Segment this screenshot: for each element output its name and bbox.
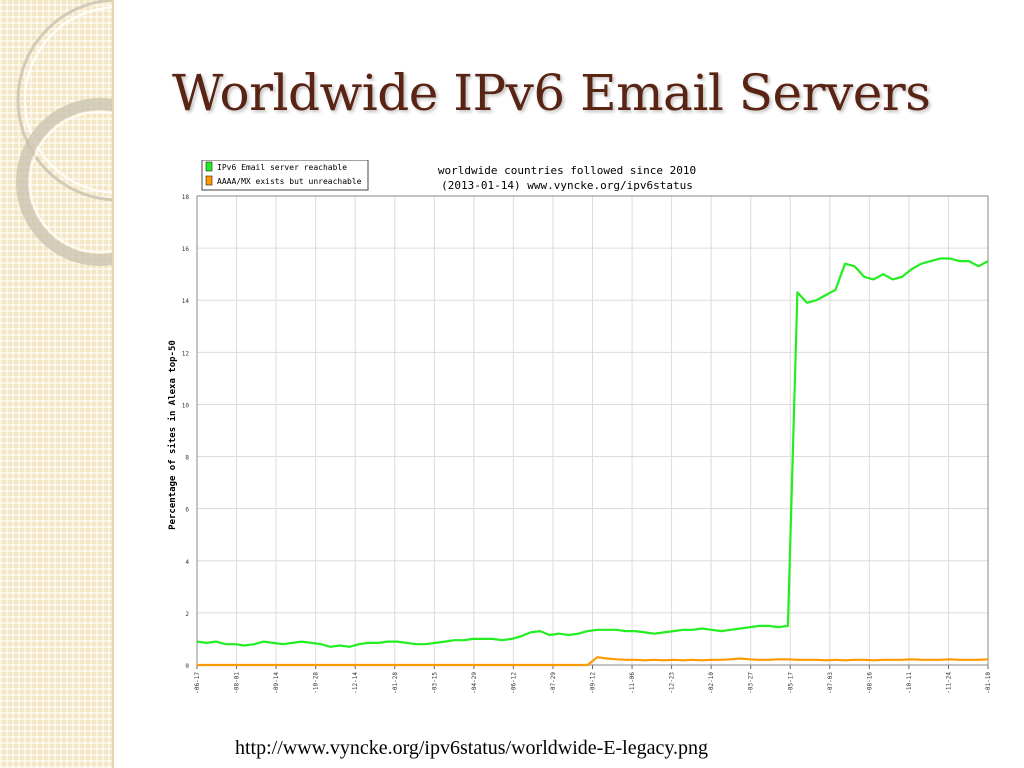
legend-label-reachable: IPv6 Email server reachable <box>217 163 347 172</box>
y-axis-label: Percentage of sites in Alexa top-50 <box>167 340 178 530</box>
series-line-unreachable <box>197 656 989 667</box>
legend-swatch-unreachable <box>205 175 213 186</box>
ring-ornament-icon <box>16 0 112 266</box>
x-tick-label: -01-28 <box>392 672 399 694</box>
y-tick-label: 2 <box>185 611 189 618</box>
x-tick-label: -03-15 <box>431 672 438 694</box>
slide-title: Worldwide IPv6 Email Servers <box>172 64 931 122</box>
legend: IPv6 Email server reachable AAAA/MX exis… <box>201 160 369 191</box>
y-tick-label: 12 <box>182 350 190 357</box>
x-tick-label: -01-10 <box>985 672 992 694</box>
ipv6-email-line-chart: 0 2 4 6 8 10 12 14 16 18 -06-17 -08-01 -09-14 -10-28… <box>167 160 992 694</box>
chart-title: worldwide countries followed since 2010 <box>438 164 696 177</box>
x-tick-label: -05-17 <box>787 672 794 694</box>
y-tick-label: 14 <box>182 298 190 305</box>
x-tick-label: -10-11 <box>906 672 913 694</box>
plot-area-border <box>196 195 989 666</box>
x-tick-label: -09-12 <box>590 672 597 694</box>
x-tick-label: -06-17 <box>194 672 201 694</box>
x-tick-label: -10-28 <box>313 672 320 694</box>
x-tick-label: -12-23 <box>669 672 676 694</box>
y-tick-label: 8 <box>185 455 189 462</box>
x-tick-label: -08-16 <box>866 672 873 694</box>
x-tick-label: -03-27 <box>748 672 755 694</box>
y-tick-label: 0 <box>185 663 189 670</box>
decorative-sidebar <box>0 0 114 768</box>
x-tick-label: -12-14 <box>352 672 359 694</box>
y-tick-label: 10 <box>182 402 190 409</box>
x-tick-label: -11-06 <box>629 672 636 694</box>
x-tick-label: -07-03 <box>827 672 834 694</box>
x-tick-label: -08-01 <box>234 672 241 694</box>
y-tick-label: 4 <box>185 559 189 566</box>
legend-swatch-reachable <box>205 161 213 172</box>
source-url: http://www.vyncke.org/ipv6status/worldwi… <box>235 737 709 759</box>
x-tick-label: -02-10 <box>708 672 715 694</box>
y-tick-label: 6 <box>185 507 189 514</box>
y-tick-label: 18 <box>182 194 190 201</box>
legend-label-unreachable: AAAA/MX exists but unreachable <box>217 177 362 186</box>
y-tick-label: 16 <box>182 246 190 253</box>
chart-subtitle: (2013-01-14) www.vyncke.org/ipv6status <box>441 179 693 192</box>
x-tick-label: -07-29 <box>550 672 557 694</box>
chart-image: 0 2 4 6 8 10 12 14 16 18 -06-17 -08-01 -09-14 -10-28… <box>162 160 1000 700</box>
x-tick-label: -11-24 <box>945 672 952 694</box>
series-line-reachable <box>196 257 989 648</box>
x-tick-label: -09-14 <box>273 672 280 694</box>
x-tick-label: -04-29 <box>471 672 478 694</box>
x-tick-label: -06-12 <box>510 672 517 694</box>
